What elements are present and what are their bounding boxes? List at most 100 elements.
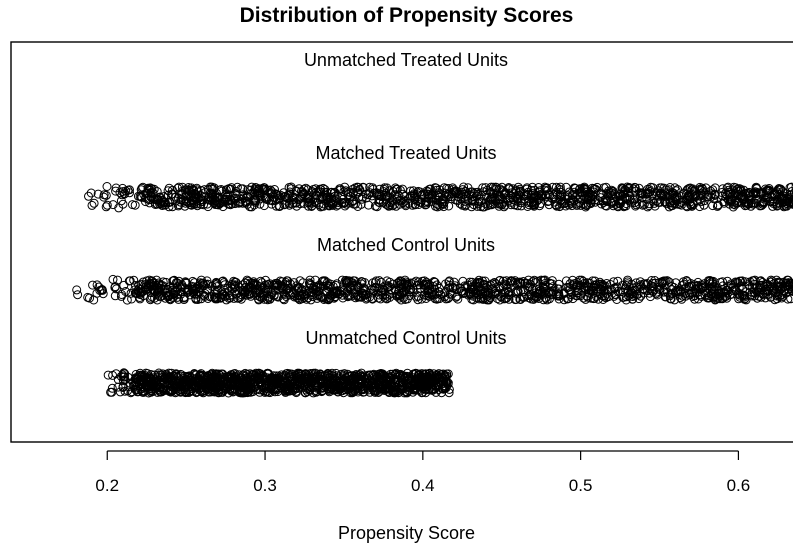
data-point	[552, 291, 562, 301]
data-point	[286, 184, 296, 194]
data-point	[357, 288, 367, 298]
data-point	[363, 370, 373, 380]
data-point	[101, 202, 111, 212]
data-point	[185, 382, 195, 391]
data-point	[708, 201, 718, 211]
data-point	[453, 189, 463, 199]
data-point	[309, 281, 319, 291]
data-point	[307, 372, 316, 381]
data-point	[145, 198, 155, 208]
data-point	[396, 295, 406, 305]
data-point	[319, 295, 329, 304]
data-point	[664, 277, 674, 287]
data-point	[182, 190, 192, 200]
data-point	[276, 190, 286, 200]
data-point	[384, 186, 394, 196]
data-point	[145, 295, 155, 305]
data-point	[449, 277, 459, 287]
data-point	[559, 289, 569, 299]
data-point	[148, 188, 158, 198]
data-point	[613, 276, 623, 286]
data-point	[158, 386, 168, 396]
x-tick-label: 0.6	[727, 476, 751, 495]
data-point	[336, 376, 346, 386]
data-point	[508, 193, 518, 203]
data-point	[540, 186, 550, 196]
data-point	[240, 278, 250, 288]
data-point	[789, 199, 793, 209]
data-point	[512, 193, 522, 203]
data-point	[772, 187, 782, 197]
data-point	[787, 197, 793, 207]
data-point	[696, 189, 705, 199]
data-point	[430, 277, 440, 287]
data-point	[324, 201, 334, 211]
data-point	[666, 294, 676, 304]
data-point	[588, 288, 598, 298]
data-point	[338, 374, 348, 384]
data-point	[733, 184, 743, 194]
data-point	[691, 288, 701, 298]
data-point	[448, 283, 458, 293]
data-point	[337, 275, 347, 285]
data-point	[435, 185, 445, 195]
data-point	[177, 190, 186, 200]
data-point	[697, 292, 706, 301]
data-point	[745, 188, 755, 198]
data-point	[240, 289, 250, 299]
data-point	[433, 190, 442, 200]
data-point	[398, 198, 408, 208]
data-point	[648, 286, 658, 296]
data-point	[575, 275, 585, 285]
data-point	[146, 385, 156, 395]
data-point	[375, 191, 385, 201]
data-point	[787, 284, 793, 294]
data-point	[554, 284, 564, 294]
data-point	[479, 280, 489, 290]
group-label-matched-control: Matched Control Units	[317, 235, 495, 255]
data-point	[448, 185, 458, 195]
data-point	[211, 292, 221, 302]
data-point	[254, 184, 264, 194]
data-point	[530, 200, 540, 210]
data-point	[246, 379, 256, 389]
data-point	[323, 369, 333, 379]
data-point	[325, 384, 335, 394]
data-point	[256, 292, 266, 302]
data-point	[623, 277, 632, 287]
data-point	[488, 199, 498, 209]
data-point	[183, 371, 192, 381]
data-point	[735, 186, 745, 195]
data-point	[358, 283, 368, 293]
data-point	[467, 277, 477, 287]
data-point	[390, 183, 400, 193]
data-point	[777, 193, 787, 203]
data-point	[285, 369, 295, 379]
data-point	[224, 184, 234, 194]
data-point	[747, 287, 757, 297]
data-point	[154, 285, 164, 295]
data-point	[524, 282, 534, 292]
data-point	[609, 277, 619, 287]
chart-title: Distribution of Propensity Scores	[239, 4, 574, 27]
data-point	[584, 195, 594, 205]
data-point	[337, 290, 347, 300]
data-point	[348, 187, 358, 197]
data-point	[481, 282, 491, 292]
data-point	[230, 280, 240, 290]
data-point	[289, 192, 299, 202]
data-point	[398, 378, 408, 388]
data-point	[427, 384, 437, 394]
data-point	[358, 387, 368, 397]
data-point	[110, 291, 120, 301]
data-point	[266, 185, 275, 195]
data-point	[357, 371, 367, 381]
data-point	[791, 199, 793, 207]
data-point	[599, 197, 609, 207]
data-point	[184, 185, 194, 195]
data-point	[401, 199, 411, 209]
data-point	[322, 287, 332, 297]
data-point	[400, 275, 410, 285]
data-point	[755, 276, 765, 286]
data-point	[525, 281, 535, 291]
